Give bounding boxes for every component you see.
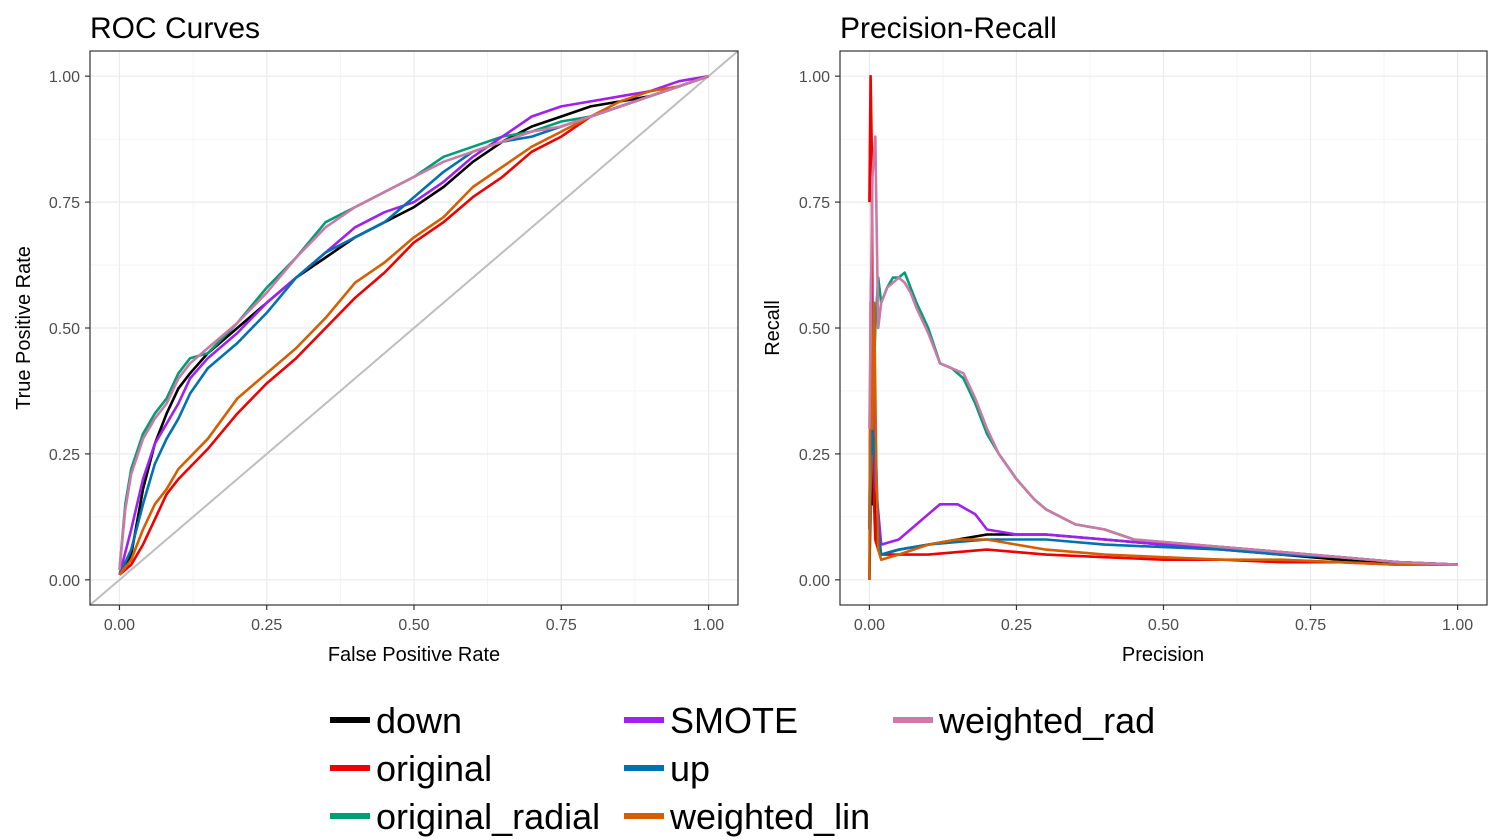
- roc-reference-diagonal: [89, 50, 739, 606]
- roc-x-tick-label: 1.00: [693, 617, 724, 634]
- pr-y-tick-label: 0.00: [799, 573, 830, 590]
- roc-y-tick-label: 0.50: [49, 321, 80, 338]
- pr-x-axis-title: Precision: [1122, 644, 1204, 666]
- legend-item-down: down: [330, 700, 462, 741]
- pr-y-tick-label: 0.50: [799, 321, 830, 338]
- pr-x-tick-label: 0.75: [1295, 617, 1326, 634]
- pr-y-axis-title: Recall: [762, 300, 784, 356]
- pr-x-tick-label: 1.00: [1442, 617, 1473, 634]
- legend-item-weighted-lin: weighted_lin: [624, 796, 870, 837]
- roc-series-smote: [118, 74, 709, 576]
- pr-x-tick-label: 0.50: [1148, 617, 1179, 634]
- roc-y-tick-label: 0.00: [49, 573, 80, 590]
- pr-y-tick-label: 1.00: [799, 69, 830, 86]
- roc-x-tick-label: 0.25: [251, 617, 282, 634]
- pr-grid: [840, 51, 1487, 605]
- pr-panel: Precision-Recall Precision Recall 0.00 0.…: [762, 12, 1488, 666]
- legend-label: original_radial: [376, 796, 600, 837]
- roc-series-weighted-rad: [118, 74, 709, 570]
- pr-x-tick-label: 0.00: [854, 617, 885, 634]
- legend: down original original_radial SMOTE up weight…: [330, 700, 1155, 837]
- pr-x-tick-label: 0.25: [1001, 617, 1032, 634]
- roc-y-tick-label: 1.00: [49, 69, 80, 86]
- legend-label: SMOTE: [670, 700, 798, 741]
- roc-x-tick-label: 0.75: [546, 617, 577, 634]
- legend-label: original: [376, 748, 492, 789]
- pr-title: Precision-Recall: [840, 12, 1057, 45]
- roc-y-axis-title: True Positive Rate: [13, 246, 35, 410]
- legend-item-smote: SMOTE: [624, 700, 798, 741]
- roc-title: ROC Curves: [90, 12, 260, 45]
- roc-x-axis-title: False Positive Rate: [328, 644, 500, 666]
- pr-y-tick-label: 0.25: [799, 447, 830, 464]
- legend-item-original-radial: original_radial: [330, 796, 600, 837]
- roc-y-tick-label: 0.75: [49, 195, 80, 212]
- legend-item-original: original: [330, 748, 492, 789]
- legend-label: weighted_rad: [938, 700, 1155, 741]
- pr-series-weighted-lin: [868, 301, 1458, 580]
- pr-series-weighted-rad: [868, 135, 1458, 566]
- pr-y-tick-label: 0.75: [799, 195, 830, 212]
- legend-label: down: [376, 700, 462, 741]
- legend-item-weighted-rad: weighted_rad: [893, 700, 1155, 741]
- roc-x-tick-label: 0.00: [104, 617, 135, 634]
- roc-x-tick-label: 0.50: [398, 617, 429, 634]
- legend-label: weighted_lin: [669, 796, 870, 837]
- roc-panel: ROC Curves False Positive Rate True Posi…: [13, 12, 739, 666]
- legend-item-up: up: [624, 748, 710, 789]
- legend-label: up: [670, 748, 710, 789]
- roc-y-tick-label: 0.25: [49, 447, 80, 464]
